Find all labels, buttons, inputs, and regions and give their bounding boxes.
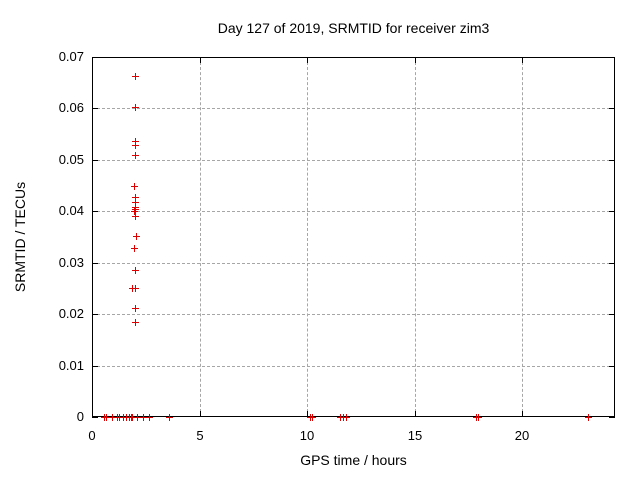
gridline-horizontal — [92, 211, 615, 212]
gridline-horizontal — [92, 366, 615, 367]
data-point-marker — [116, 414, 123, 421]
y-tick-label: 0 — [76, 409, 84, 424]
y-tick-label: 0.03 — [58, 255, 84, 270]
y-tick-right — [609, 108, 615, 109]
x-tick-label: 5 — [196, 428, 204, 443]
gridline-horizontal — [92, 314, 615, 315]
data-point-marker — [132, 142, 139, 149]
y-tick-right — [609, 57, 615, 58]
y-tick-right — [609, 263, 615, 264]
gridline-vertical — [522, 57, 523, 417]
data-point-marker — [109, 414, 116, 421]
data-point-marker — [131, 245, 138, 252]
y-tick-label: 0.01 — [58, 358, 84, 373]
gridline-horizontal — [92, 108, 615, 109]
y-tick-left — [92, 263, 98, 264]
x-tick-top — [200, 57, 201, 63]
x-tick-label: 0 — [88, 428, 96, 443]
data-point-marker — [343, 414, 350, 421]
y-tick-right — [609, 314, 615, 315]
gridline-horizontal — [92, 160, 615, 161]
data-point-marker — [132, 213, 139, 220]
y-tick-left — [92, 211, 98, 212]
y-tick-left — [92, 366, 98, 367]
x-tick-top — [415, 57, 416, 63]
data-point-marker — [132, 73, 139, 80]
x-tick-label: 10 — [299, 428, 315, 443]
x-tick-bottom — [415, 411, 416, 417]
data-point-marker — [133, 233, 140, 240]
y-tick-left — [92, 417, 98, 418]
y-tick-right — [609, 211, 615, 212]
y-tick-left — [92, 108, 98, 109]
data-point-marker — [132, 305, 139, 312]
y-tick-label: 0.06 — [58, 100, 84, 115]
x-tick-label: 20 — [514, 428, 530, 443]
data-point-marker — [585, 414, 592, 421]
y-tick-right — [609, 366, 615, 367]
data-point-marker — [132, 138, 139, 145]
y-tick-label: 0.05 — [58, 152, 84, 167]
y-tick-left — [92, 314, 98, 315]
data-point-marker — [132, 267, 139, 274]
y-tick-label: 0.04 — [58, 203, 84, 218]
data-point-marker — [132, 206, 139, 213]
data-point-marker — [132, 104, 139, 111]
x-tick-bottom — [92, 411, 93, 417]
data-point-marker — [131, 183, 138, 190]
data-point-marker — [132, 319, 139, 326]
data-point-marker — [129, 414, 136, 421]
data-point-marker — [103, 414, 110, 421]
data-point-marker — [134, 414, 141, 421]
data-point-marker — [475, 414, 482, 421]
x-tick-top — [307, 57, 308, 63]
gridline-horizontal — [92, 263, 615, 264]
data-point-marker — [140, 414, 147, 421]
y-tick-label: 0.07 — [58, 49, 84, 64]
data-point-marker — [146, 414, 153, 421]
data-point-marker — [131, 208, 138, 215]
data-point-marker — [132, 194, 139, 201]
x-axis-label: GPS time / hours — [300, 452, 407, 468]
data-point-marker — [132, 199, 139, 206]
y-tick-right — [609, 160, 615, 161]
x-tick-bottom — [522, 411, 523, 417]
x-tick-bottom — [307, 411, 308, 417]
y-tick-left — [92, 57, 98, 58]
gridline-vertical — [415, 57, 416, 417]
x-tick-top — [522, 57, 523, 63]
chart-title: Day 127 of 2019, SRMTID for receiver zim… — [217, 20, 490, 36]
gridline-vertical — [307, 57, 308, 417]
plot-area — [92, 57, 615, 417]
data-point-marker — [132, 285, 139, 292]
x-tick-label: 15 — [407, 428, 423, 443]
data-point-marker — [309, 414, 316, 421]
data-point-marker — [166, 414, 173, 421]
y-tick-label: 0.02 — [58, 306, 84, 321]
x-tick-bottom — [200, 411, 201, 417]
y-tick-right — [609, 417, 615, 418]
x-tick-top — [92, 57, 93, 63]
data-point-marker — [132, 152, 139, 159]
y-tick-left — [92, 160, 98, 161]
gridline-vertical — [200, 57, 201, 417]
